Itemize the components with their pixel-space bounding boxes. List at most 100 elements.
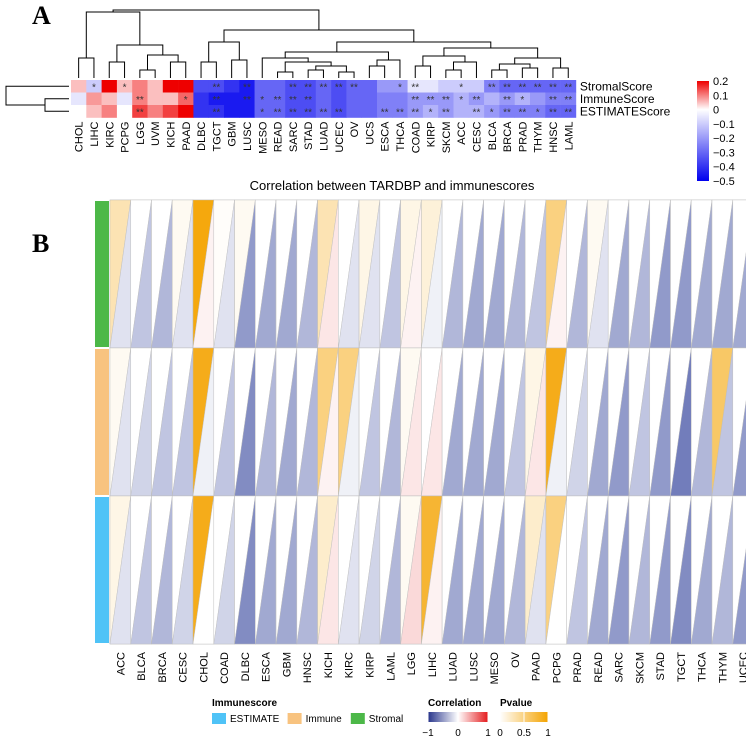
dendrogram-link — [491, 69, 508, 78]
correlation-legend-tick-label: −1 — [422, 728, 434, 739]
heat-a-cell — [86, 105, 102, 118]
heat-b-column-label: PRAD — [572, 652, 584, 683]
heat-b-column-label: MESO — [489, 652, 501, 685]
heat-a-cell — [162, 92, 179, 106]
colorbar-tick-label: −0.1 — [713, 119, 735, 131]
panel-b-title: Correlation between TARDBP and immunesco… — [250, 178, 535, 193]
heat-a-cell — [560, 105, 577, 118]
pvalue-legend-tick-label: 0 — [497, 728, 503, 739]
heat-b-column-label: HNSC — [302, 652, 314, 683]
heat-a-cell — [453, 92, 470, 106]
heat-a-cell — [224, 105, 240, 118]
heat-a-star: ** — [212, 82, 220, 93]
heat-a-cell — [484, 105, 500, 118]
heat-a-column-label: READ — [273, 121, 285, 152]
heat-a-cell — [254, 92, 271, 106]
heat-a-star: ** — [212, 95, 220, 106]
heat-a-cell — [407, 105, 424, 118]
colorbar-tick-label: 0.1 — [713, 90, 728, 102]
heat-b-column-label: BRCA — [157, 651, 169, 682]
heat-a-cell — [438, 105, 454, 118]
pvalue-legend-title: Pvalue — [500, 698, 533, 709]
dendrogram-link — [78, 57, 95, 78]
dendrogram-link — [208, 41, 240, 62]
heat-a-cell — [239, 105, 255, 118]
heat-a-cell — [178, 105, 194, 118]
heat-a-column-label: SKCM — [441, 122, 453, 154]
heat-a-cell — [193, 92, 209, 106]
heat-a-cell — [438, 92, 454, 106]
heat-a-star: ** — [212, 107, 220, 118]
heat-a-column-label: KIRP — [426, 122, 438, 148]
dendrogram-link — [336, 41, 492, 52]
heat-a-column-label: LUAD — [318, 121, 330, 150]
row-annotation-bar — [95, 349, 109, 495]
heat-b-column-label: LUSC — [468, 652, 480, 681]
heat-a-star: ** — [274, 95, 282, 106]
heat-b-column-label: COAD — [219, 652, 231, 684]
heat-a-column-label: UVM — [150, 122, 162, 146]
heat-a-column-label: LGG — [135, 122, 147, 145]
panel-a-column-dendrogram — [78, 9, 569, 78]
panel-a-row-dendrogram — [5, 85, 69, 112]
heat-a-star: ** — [381, 107, 389, 118]
heat-a-star: ** — [411, 107, 419, 118]
heat-a-cell — [361, 92, 378, 106]
heat-a-cell — [422, 92, 439, 106]
heat-a-star: * — [429, 107, 433, 118]
heat-a-cell — [193, 105, 209, 118]
heat-a-cell — [269, 80, 286, 93]
heat-a-cell — [208, 105, 225, 118]
panel-b-column-labels: ACC BLCA BRCA CESC CHOL COAD DLBC ESCA GBM HNSC KI… — [115, 651, 746, 684]
heat-a-star: ** — [274, 107, 282, 118]
row-annotation-bar — [95, 201, 109, 347]
heat-a-star: ** — [304, 82, 312, 93]
heat-a-column-label: DLBC — [196, 121, 208, 150]
heat-b-column-label: TGCT — [676, 652, 688, 682]
heat-a-star: ** — [243, 82, 251, 93]
heat-a-cell — [147, 80, 164, 93]
dendrogram-link — [223, 29, 415, 42]
heat-b-column-label: CHOL — [198, 652, 210, 683]
dendrogram-link — [307, 69, 324, 78]
heat-a-star: ** — [335, 82, 343, 93]
heat-a-star: ** — [320, 82, 328, 93]
heat-a-cell — [331, 105, 347, 118]
pvalue-legend-tick-label: 1 — [545, 728, 551, 739]
heat-a-cell — [239, 92, 255, 106]
heat-a-cell — [422, 80, 439, 93]
heat-a-cell — [560, 80, 577, 93]
heat-a-cell — [101, 80, 118, 93]
correlation-legend-tick-label: 1 — [485, 728, 491, 739]
heat-a-cell — [346, 80, 362, 93]
heat-a-star: ** — [534, 82, 542, 93]
heat-b-column-label: UCEC — [738, 652, 746, 683]
heat-a-star: ** — [488, 82, 496, 93]
heat-a-cell — [468, 92, 485, 106]
heat-a-star: ** — [289, 107, 297, 118]
heat-a-cell — [116, 105, 133, 118]
heat-a-cell — [530, 105, 546, 118]
heat-b-column-label: CESC — [178, 652, 190, 683]
heat-a-star: * — [520, 95, 524, 106]
panel-b-letter: B — [32, 229, 49, 258]
heat-a-column-label: PAAD — [181, 121, 193, 150]
heat-a-cell — [178, 80, 194, 93]
heat-a-cell — [285, 80, 301, 93]
heat-a-cell — [269, 92, 286, 106]
heat-b-column-label: PCPG — [551, 652, 563, 683]
heat-a-star: ** — [503, 82, 511, 93]
heat-a-cell — [407, 80, 424, 93]
heat-a-cell — [514, 92, 531, 106]
dendrogram-link — [521, 67, 539, 78]
colorbar-tick-label: 0 — [713, 105, 719, 117]
heat-a-star: ** — [396, 107, 404, 118]
immunescore-legend-label: Immune — [306, 714, 343, 725]
heat-a-star: ** — [518, 107, 526, 118]
heat-a-star: ** — [564, 95, 572, 106]
heat-a-star: ** — [320, 107, 328, 118]
heat-a-star: ** — [289, 95, 297, 106]
heat-a-star: ** — [304, 95, 312, 106]
heat-a-star: ** — [350, 82, 358, 93]
heat-a-cell — [86, 92, 102, 106]
